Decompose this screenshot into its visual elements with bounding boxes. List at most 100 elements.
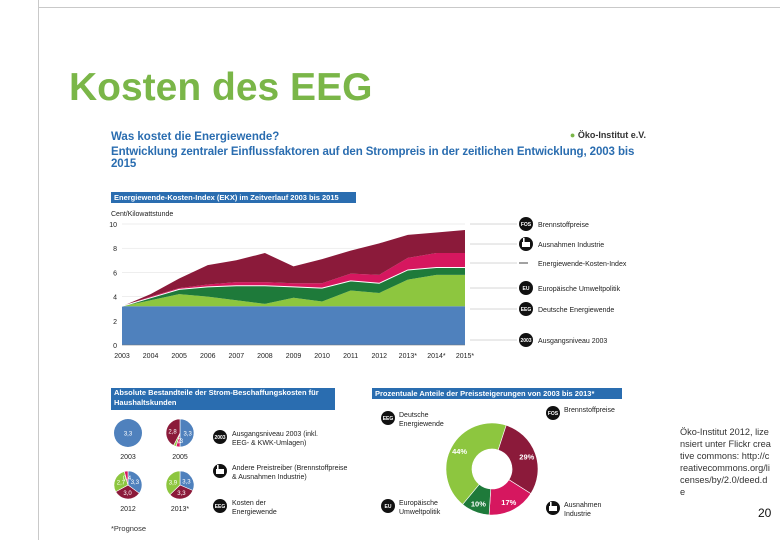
x-tick-label: 2013* xyxy=(399,353,418,360)
area-legend-0-badge xyxy=(519,217,533,231)
donut-legend-label: Deutsche Energiewende xyxy=(399,412,444,428)
pie-legend-1-factory-icon xyxy=(216,469,224,474)
area-legend-1-factory-icon xyxy=(522,242,530,247)
donut-legend-1-badge-text: FOS xyxy=(548,411,559,417)
area-legend-3-badge-text: EU xyxy=(523,286,530,292)
x-tick-label: 2008 xyxy=(257,353,273,360)
area-legend-0-badge-text: FOS xyxy=(521,222,532,228)
pie-3-slice-1 xyxy=(169,484,194,500)
pie-1-slice-0 xyxy=(179,418,195,448)
area-series-3 xyxy=(122,253,465,307)
pie-data-label: 3,0 xyxy=(123,491,132,497)
y-tick-label: 0 xyxy=(113,343,117,350)
pie-data-label: 0,4 xyxy=(123,476,132,482)
x-tick-label: 2004 xyxy=(143,353,159,360)
pie-legend-2-badge-text: EEG xyxy=(215,504,226,510)
donut-legend-label: Ausnahmen Industrie xyxy=(564,502,601,518)
slide-frame-left xyxy=(38,0,39,540)
x-tick-label: 2009 xyxy=(286,353,302,360)
pie-data-label: 0,3 xyxy=(175,439,184,445)
pie-legend-0-badge xyxy=(213,430,227,444)
pie-year-label: 2003 xyxy=(120,454,136,461)
y-axis-label: Cent/Kilowattstunde xyxy=(111,211,173,218)
donut-data-label: 29% xyxy=(519,452,534,461)
area-legend-4-badge xyxy=(519,302,533,316)
pie-1-slice-3 xyxy=(165,418,181,446)
pie-2-slice-3 xyxy=(123,470,129,486)
x-tick-label: 2005 xyxy=(171,353,187,360)
donut-data-label: 10% xyxy=(471,499,486,508)
area-series-1 xyxy=(122,274,465,307)
donut-legend-1-badge xyxy=(546,406,560,420)
ekx-index-line xyxy=(121,267,465,307)
chart-canvas: Cent/Kilowattstunde 0 2 4 6 8 10 2003 2004 2005 20… xyxy=(109,211,627,518)
pie-data-label: 3,3 xyxy=(184,432,193,438)
pie-2-slice-1 xyxy=(115,484,140,500)
area-legend-label: Ausnahmen Industrie xyxy=(538,242,604,249)
pie-3-slice-2 xyxy=(165,470,181,496)
pie-data-label: 0,2 xyxy=(173,439,182,445)
pie-data-label: 3,3 xyxy=(131,480,140,486)
pie-legend-label: Kosten der Energiewende xyxy=(232,500,277,516)
pie-data-label: 3,3 xyxy=(124,432,133,438)
pies-header: Absolute Bestandteile der Strom-Beschaff… xyxy=(111,388,335,410)
donut-legend-3-factory-chimney-icon xyxy=(550,502,552,506)
donut-slice-3 xyxy=(462,483,492,516)
logo-text: Öko-Institut e.V. xyxy=(577,130,646,140)
pie-0-slice-0 xyxy=(114,419,142,447)
x-tick-label: 2014* xyxy=(427,353,446,360)
pie-data-label: 2,7 xyxy=(117,480,126,486)
x-tick-label: 2012 xyxy=(371,353,387,360)
donut-slice-0 xyxy=(445,422,507,505)
area-legend-5-badge-text: 2003 xyxy=(520,338,531,344)
x-tick-label: 2006 xyxy=(200,353,216,360)
area-legend-label: Brennstoffpreise xyxy=(538,222,589,229)
donut-legend-0-badge xyxy=(381,411,395,425)
pie-legend-label: Ausgangsniveau 2003 (inkl. EEG- & KWK-Uml… xyxy=(232,431,318,447)
area-legend-label: Energiewende-Kosten-Index xyxy=(538,261,627,268)
donut-legend-label: Europäische Umweltpolitik xyxy=(399,500,441,516)
donut-data-label: 44% xyxy=(452,447,467,456)
y-tick-label: 6 xyxy=(113,270,117,277)
area-legend-4-badge-text: EEG xyxy=(521,307,532,313)
y-tick-label: 2 xyxy=(113,319,117,326)
donut-legend-label: Brennstoffpreise xyxy=(564,407,615,414)
infographic: Was kostet die Energiewende? Entwicklung… xyxy=(108,126,648,540)
area-legend-5-badge xyxy=(519,333,533,347)
area-legend-label: Europäische Umweltpolitik xyxy=(538,286,621,293)
figure-subtitle: Entwicklung zentraler Einflussfaktoren a… xyxy=(111,146,635,170)
pie-3-slice-0 xyxy=(179,470,195,491)
donut-legend-2-badge xyxy=(381,499,395,513)
donut-legend-0-badge-text: EEG xyxy=(383,416,394,422)
x-tick-label: 2011 xyxy=(343,353,358,360)
donut-header: Prozentuale Anteile der Preissteigerunge… xyxy=(372,388,622,399)
pie-data-label: 3,3 xyxy=(177,491,186,497)
y-tick-label: 8 xyxy=(113,246,117,253)
pie-data-label: 2,8 xyxy=(168,430,177,436)
donut-slice-1 xyxy=(497,424,539,495)
area-chart-header: Energiewende-Kosten-Index (EKX) im Zeitv… xyxy=(111,192,356,203)
area-series-0 xyxy=(122,306,465,345)
area-legend-label: Deutsche Energiewende xyxy=(538,307,614,314)
pie-data-label: 3,3 xyxy=(182,479,191,485)
pie-legend-0-badge-text: 2003 xyxy=(214,435,225,441)
pie-year-label: 2012 xyxy=(120,506,136,513)
pie-data-label: 3,9 xyxy=(169,480,178,486)
leaf-icon: ● xyxy=(569,130,576,140)
logo: ● Öko-Institut e.V. xyxy=(570,130,646,140)
donut-legend-2-badge-text: EU xyxy=(385,504,392,510)
pie-year-label: 2005 xyxy=(172,454,188,461)
y-tick-label: 10 xyxy=(109,222,117,229)
pie-legend-1-factory-chimney-icon xyxy=(217,465,219,469)
credit-text: Öko-Institut 2012, lizensiert unter Flic… xyxy=(680,427,771,497)
x-tick-label: 2003 xyxy=(114,353,130,360)
area-legend-label: Ausgangsniveau 2003 xyxy=(538,338,607,345)
page-number: 20 xyxy=(758,506,772,520)
footnote: *Prognose xyxy=(111,524,147,533)
pie-legend-2-badge xyxy=(213,499,227,513)
x-tick-label: 2007 xyxy=(229,353,245,360)
pie-year-label: 2013* xyxy=(171,506,190,513)
area-legend-1-factory-chimney-icon xyxy=(523,238,525,242)
y-tick-label: 4 xyxy=(113,295,117,302)
donut-legend-3-factory-icon xyxy=(549,506,557,511)
